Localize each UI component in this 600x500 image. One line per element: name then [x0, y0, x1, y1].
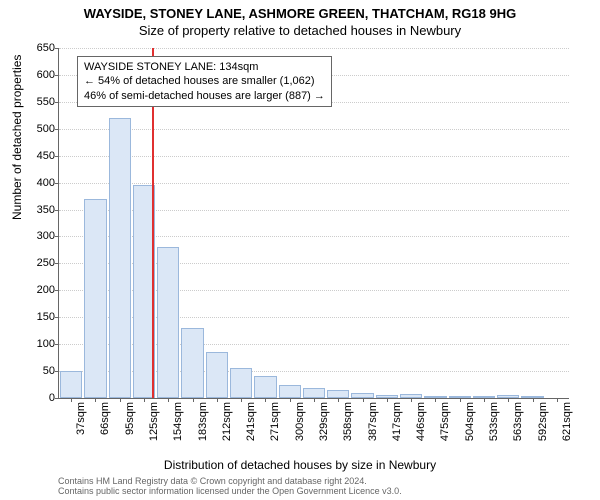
y-tick-label: 150 — [21, 311, 55, 323]
y-tick-label: 650 — [21, 42, 55, 54]
y-tick-label: 450 — [21, 150, 55, 162]
x-tick-label: 446sqm — [415, 402, 427, 462]
annotation-box: WAYSIDE STONEY LANE: 134sqm← 54% of deta… — [77, 56, 332, 107]
x-axis-label: Distribution of detached houses by size … — [0, 458, 600, 472]
x-tick-mark — [168, 398, 169, 402]
x-tick-label: 621sqm — [561, 402, 573, 462]
x-tick-mark — [193, 398, 194, 402]
y-tick-mark — [55, 156, 59, 157]
x-tick-label: 183sqm — [197, 402, 209, 462]
x-tick-mark — [265, 398, 266, 402]
y-tick-label: 250 — [21, 257, 55, 269]
x-tick-label: 358sqm — [342, 402, 354, 462]
gridline — [59, 48, 569, 49]
x-tick-mark — [387, 398, 388, 402]
y-tick-mark — [55, 263, 59, 264]
x-tick-mark — [217, 398, 218, 402]
gridline — [59, 183, 569, 184]
x-tick-label: 66sqm — [99, 402, 111, 462]
x-tick-mark — [290, 398, 291, 402]
x-tick-label: 475sqm — [439, 402, 451, 462]
y-tick-mark — [55, 129, 59, 130]
y-tick-mark — [55, 317, 59, 318]
x-tick-label: 125sqm — [148, 402, 160, 462]
x-tick-label: 563sqm — [512, 402, 524, 462]
x-tick-label: 271sqm — [269, 402, 281, 462]
x-tick-label: 329sqm — [318, 402, 330, 462]
histogram-bar — [254, 376, 276, 398]
x-tick-label: 241sqm — [245, 402, 257, 462]
y-tick-mark — [55, 183, 59, 184]
y-tick-label: 200 — [21, 284, 55, 296]
y-tick-label: 550 — [21, 96, 55, 108]
y-tick-label: 500 — [21, 123, 55, 135]
y-tick-label: 350 — [21, 204, 55, 216]
x-tick-label: 504sqm — [464, 402, 476, 462]
y-tick-mark — [55, 102, 59, 103]
gridline — [59, 129, 569, 130]
histogram-bar — [327, 390, 349, 398]
histogram-bar — [157, 247, 179, 398]
annotation-line2: ← 54% of detached houses are smaller (1,… — [84, 74, 325, 88]
x-tick-mark — [120, 398, 121, 402]
x-tick-label: 417sqm — [391, 402, 403, 462]
y-tick-label: 0 — [21, 392, 55, 404]
histogram-bar — [181, 328, 203, 398]
x-tick-label: 212sqm — [221, 402, 233, 462]
y-tick-label: 300 — [21, 230, 55, 242]
chart-area: 0501001502002503003504004505005506006503… — [58, 48, 568, 398]
annotation-line1: WAYSIDE STONEY LANE: 134sqm — [84, 60, 325, 74]
x-tick-label: 37sqm — [75, 402, 87, 462]
x-tick-mark — [533, 398, 534, 402]
y-tick-mark — [55, 371, 59, 372]
annotation-line3: 46% of semi-detached houses are larger (… — [84, 89, 325, 103]
plot-region: 0501001502002503003504004505005506006503… — [58, 48, 569, 399]
histogram-bar — [109, 118, 131, 398]
footer-attribution: Contains HM Land Registry data © Crown c… — [58, 477, 402, 497]
histogram-bar — [303, 388, 325, 398]
x-tick-mark — [314, 398, 315, 402]
x-tick-mark — [411, 398, 412, 402]
y-tick-mark — [55, 75, 59, 76]
y-tick-mark — [55, 48, 59, 49]
chart-container: WAYSIDE, STONEY LANE, ASHMORE GREEN, THA… — [0, 0, 600, 500]
y-tick-mark — [55, 210, 59, 211]
x-tick-mark — [508, 398, 509, 402]
y-tick-label: 600 — [21, 69, 55, 81]
x-tick-label: 592sqm — [537, 402, 549, 462]
histogram-bar — [230, 368, 252, 398]
histogram-bar — [84, 199, 106, 398]
x-tick-mark — [484, 398, 485, 402]
x-tick-label: 533sqm — [488, 402, 500, 462]
histogram-bar — [206, 352, 228, 398]
gridline — [59, 156, 569, 157]
y-tick-mark — [55, 344, 59, 345]
histogram-bar — [60, 371, 82, 398]
x-tick-mark — [338, 398, 339, 402]
histogram-bar — [279, 385, 301, 398]
x-tick-label: 300sqm — [294, 402, 306, 462]
x-tick-mark — [241, 398, 242, 402]
x-tick-mark — [71, 398, 72, 402]
x-tick-mark — [435, 398, 436, 402]
y-tick-mark — [55, 236, 59, 237]
x-tick-mark — [460, 398, 461, 402]
x-tick-mark — [95, 398, 96, 402]
x-tick-mark — [144, 398, 145, 402]
y-tick-label: 400 — [21, 177, 55, 189]
title-address: WAYSIDE, STONEY LANE, ASHMORE GREEN, THA… — [0, 0, 600, 21]
footer-line2: Contains public sector information licen… — [58, 487, 402, 497]
title-subtitle: Size of property relative to detached ho… — [0, 21, 600, 38]
x-tick-mark — [557, 398, 558, 402]
x-tick-label: 95sqm — [124, 402, 136, 462]
y-tick-mark — [55, 290, 59, 291]
x-tick-label: 154sqm — [172, 402, 184, 462]
x-tick-label: 387sqm — [367, 402, 379, 462]
y-tick-label: 50 — [21, 365, 55, 377]
x-tick-mark — [363, 398, 364, 402]
y-tick-label: 100 — [21, 338, 55, 350]
y-tick-mark — [55, 398, 59, 399]
